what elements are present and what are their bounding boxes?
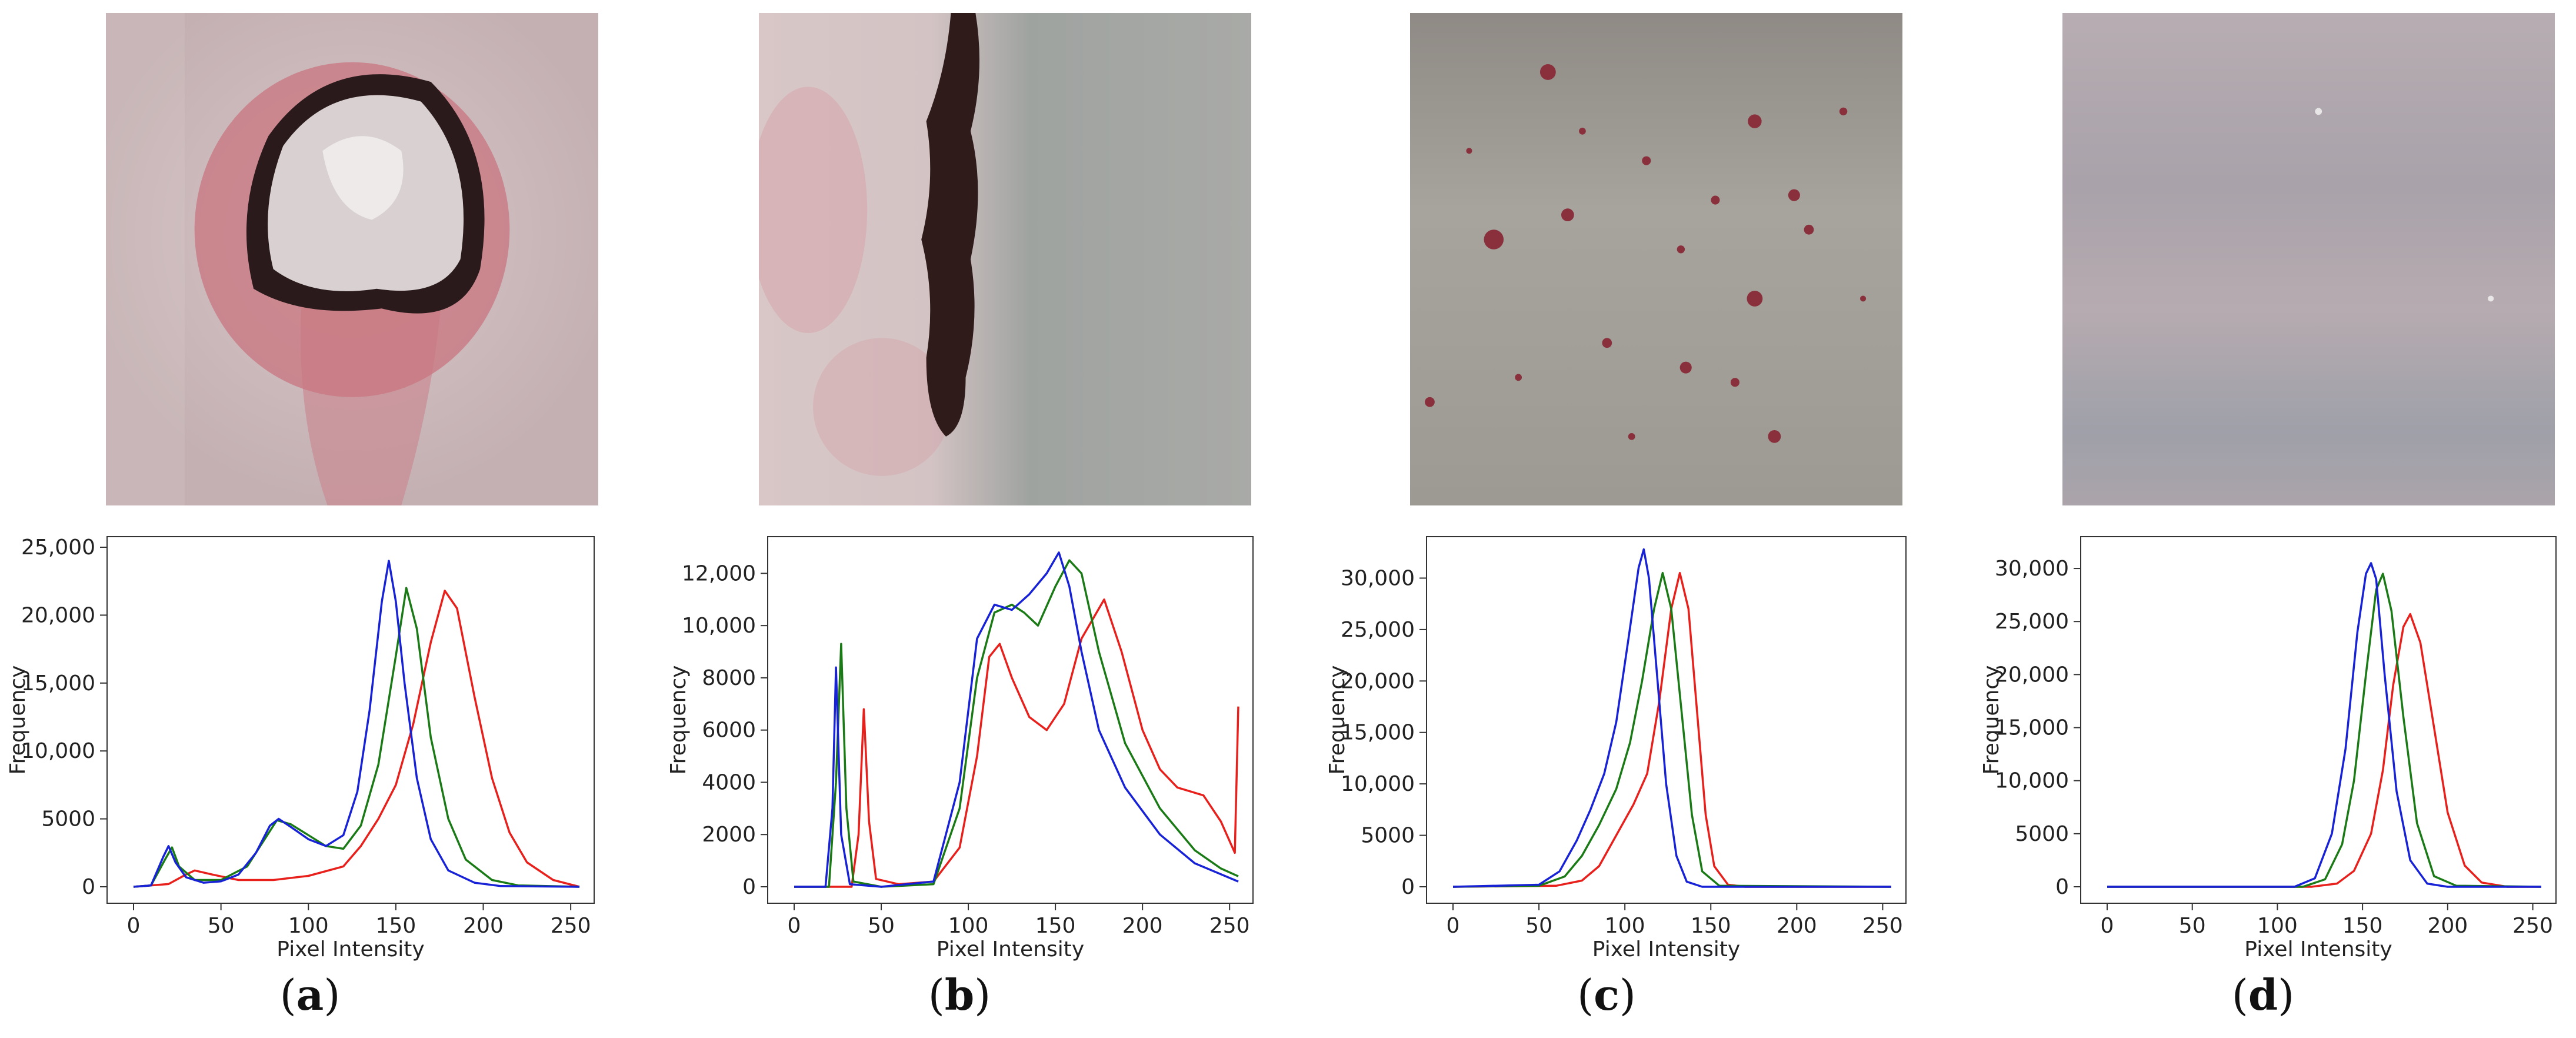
- x-tick-label: 250: [1209, 914, 1250, 938]
- photo-a: [106, 13, 598, 505]
- blue-channel-line: [1452, 548, 1891, 888]
- y-tick-label: 20,000: [1341, 669, 1415, 693]
- x-tick-label: 0: [1447, 914, 1460, 938]
- blue-channel-line: [2107, 562, 2541, 888]
- y-tick-label: 0: [1401, 875, 1415, 899]
- x-tick-label: 250: [1862, 914, 1903, 938]
- y-tick-label: 6000: [702, 718, 756, 743]
- y-tick-label: 10,000: [1341, 772, 1415, 796]
- histogram-chart-d: 0 5000 10,000 15,000 20,000 25,000 30,000 0 50 10…: [1980, 536, 2557, 962]
- panel-c: 0 5000 10,000 15,000 20,000 25,000 30,000 0 50 10…: [1288, 0, 1932, 1038]
- x-tick-label: 50: [1525, 914, 1552, 938]
- fabric-photo-image: [2062, 13, 2555, 505]
- blue-channel-line: [794, 551, 1239, 888]
- green-channel-line: [1452, 571, 1892, 888]
- y-tick-label: 0: [2055, 875, 2069, 899]
- streak-photo-image: [759, 13, 1251, 505]
- y-tick-label: 25,000: [21, 535, 95, 560]
- x-tick-label: 200: [463, 914, 504, 938]
- histogram-chart-a: 0 5000 10,000 15,000 20,000 25,000 0 50 100 150 20…: [6, 535, 595, 962]
- photo-d: [2062, 13, 2555, 505]
- y-tick-label: 10,000: [21, 739, 95, 763]
- x-axis-label: Pixel Intensity: [2244, 937, 2392, 962]
- x-tick-label: 100: [948, 914, 989, 938]
- y-tick-label: 20,000: [1995, 663, 2069, 687]
- y-tick-label: 5000: [2015, 822, 2069, 846]
- y-tick-label: 15,000: [1995, 716, 2069, 740]
- x-tick-label: 0: [127, 914, 141, 938]
- x-axis-label: Pixel Intensity: [276, 937, 424, 962]
- x-tick-label: 250: [551, 914, 591, 938]
- x-tick-label: 150: [2342, 914, 2383, 938]
- y-axis-label: Frequency: [1980, 666, 2004, 775]
- y-tick-label: 25,000: [1341, 618, 1415, 642]
- panel-d: 0 5000 10,000 15,000 20,000 25,000 30,000 0 50 10…: [1932, 0, 2576, 1038]
- blue-channel-line: [133, 560, 580, 888]
- y-tick-label: 4000: [702, 770, 756, 794]
- x-tick-label: 150: [1035, 914, 1076, 938]
- x-tick-label: 250: [2512, 914, 2553, 938]
- green-channel-line: [2107, 573, 2542, 888]
- panel-a: 0 5000 10,000 15,000 20,000 25,000 0 50 100 150 20…: [0, 0, 644, 1038]
- y-tick-label: 5000: [1361, 824, 1415, 848]
- panel-label-a: (a): [279, 970, 341, 1020]
- y-tick-label: 12,000: [682, 561, 756, 585]
- x-tick-label: 100: [1605, 914, 1645, 938]
- y-axis-label: Frequency: [6, 666, 30, 775]
- plot-frame: [106, 536, 595, 904]
- x-tick-label: 150: [1691, 914, 1731, 938]
- y-tick-label: 0: [82, 875, 95, 899]
- y-tick-label: 10,000: [1995, 769, 2069, 793]
- x-tick-label: 0: [2101, 914, 2114, 938]
- red-channel-line: [2107, 613, 2541, 888]
- plot-frame: [767, 536, 1254, 904]
- x-axis-label: Pixel Intensity: [937, 937, 1084, 962]
- x-tick-label: 50: [208, 914, 235, 938]
- panel-label-b: (b): [928, 970, 991, 1020]
- y-tick-label: 15,000: [21, 671, 95, 696]
- x-tick-label: 100: [2257, 914, 2298, 938]
- x-tick-label: 50: [868, 914, 895, 938]
- x-tick-label: 0: [788, 914, 801, 938]
- red-channel-line: [794, 598, 1239, 888]
- spots-photo-image: [1410, 13, 1902, 505]
- y-tick-label: 8000: [702, 666, 756, 690]
- red-channel-line: [133, 590, 580, 888]
- stain-photo-image: [106, 13, 598, 505]
- panel-label-d: (d): [2231, 970, 2295, 1020]
- y-tick-label: 5000: [41, 807, 95, 831]
- x-tick-label: 150: [376, 914, 416, 938]
- y-axis-label: Frequency: [667, 666, 691, 775]
- y-axis-label: Frequency: [1325, 666, 1349, 775]
- y-tick-label: 10,000: [682, 614, 756, 638]
- y-tick-label: 20,000: [21, 603, 95, 627]
- x-tick-label: 100: [288, 914, 329, 938]
- x-tick-label: 200: [2427, 914, 2468, 938]
- photo-c: [1410, 13, 1902, 505]
- x-tick-label: 200: [1122, 914, 1163, 938]
- green-channel-line: [133, 587, 580, 888]
- y-tick-label: 15,000: [1341, 721, 1415, 745]
- y-tick-label: 25,000: [1995, 610, 2069, 634]
- x-tick-label: 50: [2179, 914, 2206, 938]
- panel-b: 0 2000 4000 6000 8000 10,000 12,000 0 50 100 150 20…: [644, 0, 1288, 1038]
- histogram-chart-c: 0 5000 10,000 15,000 20,000 25,000 30,000 0 50 10…: [1325, 536, 1907, 962]
- plot-frame: [2080, 536, 2557, 904]
- x-axis-label: Pixel Intensity: [1592, 937, 1740, 962]
- x-tick-label: 200: [1777, 914, 1817, 938]
- y-tick-label: 30,000: [1341, 566, 1415, 590]
- green-channel-line: [794, 559, 1239, 888]
- y-tick-label: 30,000: [1995, 557, 2069, 581]
- histogram-chart-b: 0 2000 4000 6000 8000 10,000 12,000 0 50 100 150 20…: [667, 536, 1254, 962]
- photo-b: [759, 13, 1251, 505]
- plot-frame: [1426, 536, 1907, 904]
- y-tick-label: 2000: [702, 823, 756, 847]
- panel-label-c: (c): [1577, 970, 1637, 1020]
- y-tick-label: 0: [742, 875, 756, 899]
